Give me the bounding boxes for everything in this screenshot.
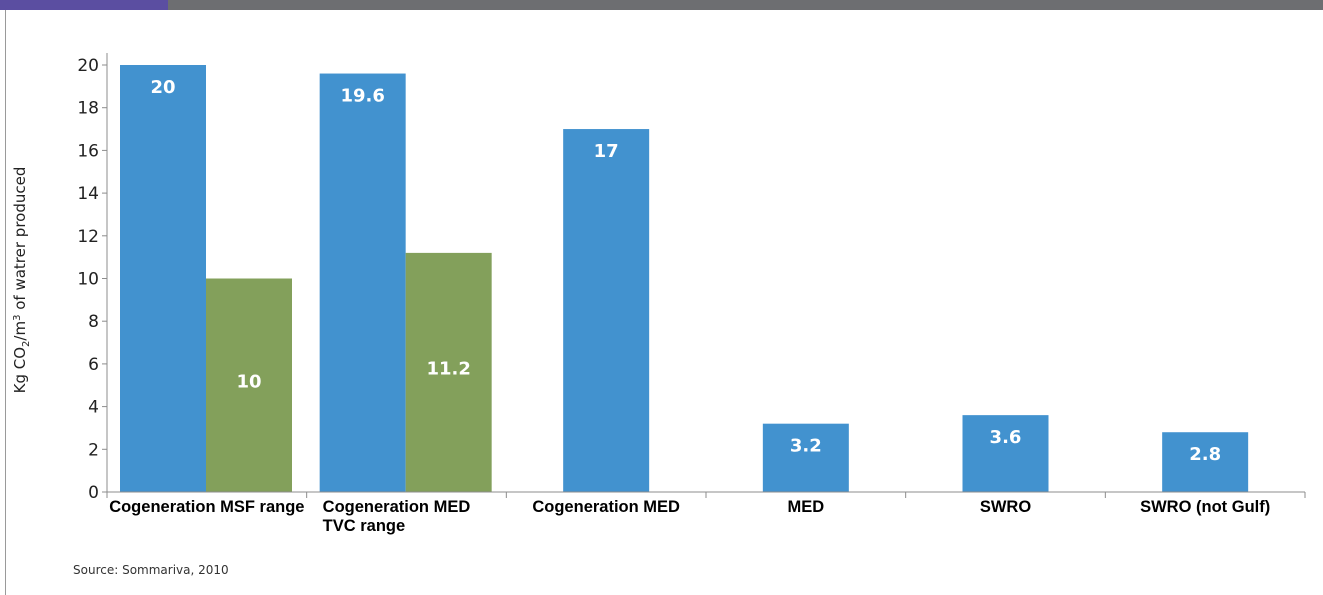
x-category-label: SWRO (not Gulf) <box>1140 498 1270 516</box>
y-tick-label: 20 <box>77 56 99 76</box>
bar <box>120 65 206 492</box>
y-tick-label: 12 <box>77 227 99 247</box>
top-banner-accent <box>0 0 168 10</box>
left-border-line <box>5 10 6 595</box>
bar <box>405 252 492 492</box>
source-note: Source: Sommariva, 2010 <box>73 563 229 577</box>
bar-value-label: 3.6 <box>990 427 1022 448</box>
y-tick-label: 2 <box>88 440 99 460</box>
x-category-label: SWRO <box>980 498 1031 516</box>
bar-chart: Kg CO2/m3 of watrer produced 0 2 4 6 8 10 12 14… <box>11 53 1306 535</box>
x-category-label: Cogeneration MSF range <box>109 498 304 516</box>
bar <box>762 423 849 492</box>
y-tick-label: 8 <box>88 312 99 332</box>
y-axis: 0 2 4 6 8 10 12 14 16 18 20 <box>77 53 108 503</box>
bar <box>563 129 650 493</box>
bar <box>1162 432 1249 492</box>
y-axis-title: Kg CO2/m3 of watrer produced <box>11 167 32 394</box>
y-tick-label: 14 <box>77 184 99 204</box>
y-tick-label: 16 <box>77 141 99 161</box>
top-banner <box>0 0 1323 10</box>
bar-value-label: 11.2 <box>426 358 470 379</box>
bar-value-label: 3.2 <box>790 436 822 457</box>
bars: 20 10 19.6 11.2 17 3.2 3.6 2.8 <box>120 65 1249 493</box>
x-axis: Cogeneration MSF range Cogeneration MED TV… <box>106 491 1306 535</box>
y-tick-label: 10 <box>77 270 99 290</box>
bar-value-label: 2.8 <box>1189 444 1221 465</box>
bar-value-label: 20 <box>150 77 175 98</box>
y-tick-label: 0 <box>88 483 99 503</box>
y-tick-label: 6 <box>88 355 99 375</box>
y-tick-label: 4 <box>88 398 99 418</box>
x-category-label: Cogeneration MED <box>532 498 680 516</box>
bar <box>206 278 292 492</box>
y-tick-label: 18 <box>77 99 99 119</box>
x-category-label: Cogeneration MED TVC range <box>323 498 471 535</box>
bar-value-label: 17 <box>594 141 619 162</box>
x-category-label: MED <box>787 498 824 516</box>
bar-value-label: 10 <box>236 371 261 392</box>
bar <box>319 73 406 492</box>
bar <box>962 415 1049 492</box>
bar-value-label: 19.6 <box>340 86 384 107</box>
y-axis-label: Kg CO2/m3 of watrer produced <box>11 167 32 394</box>
